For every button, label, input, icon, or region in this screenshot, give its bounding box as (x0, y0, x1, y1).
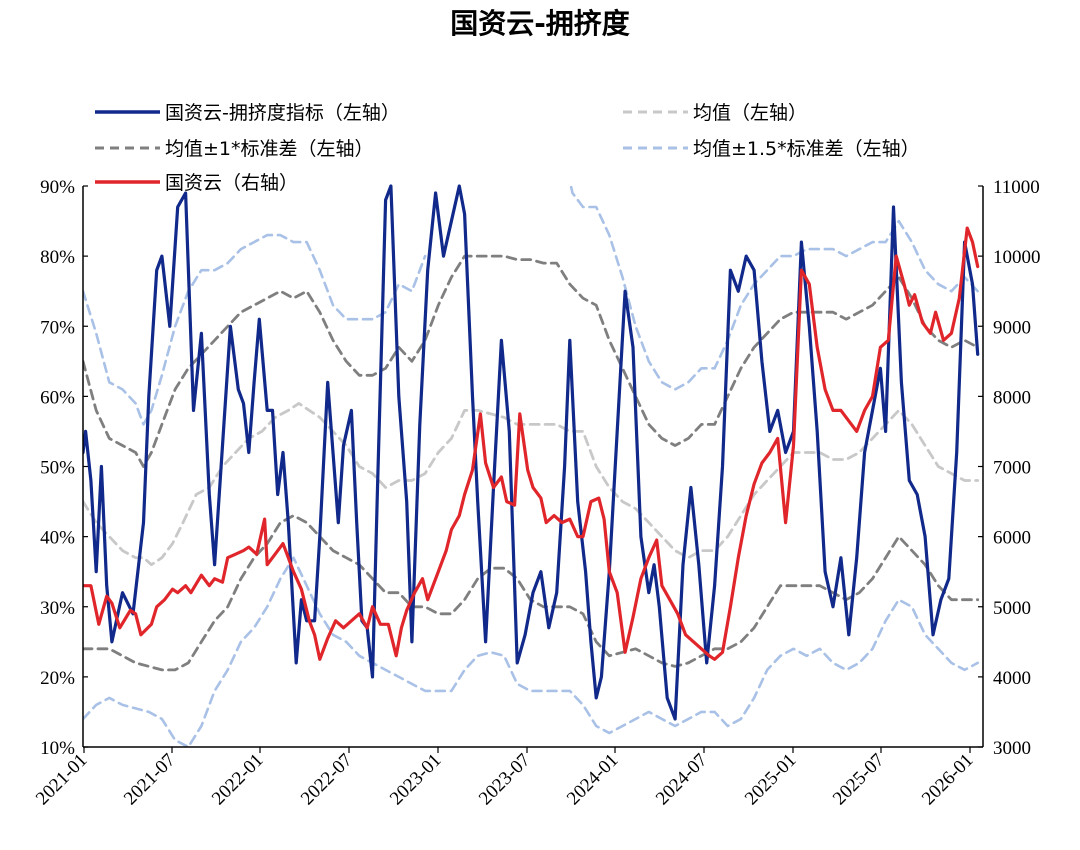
series-line-std15-1 (569, 184, 979, 391)
left-tick-label: 50% (40, 458, 75, 479)
series-line-std15 (83, 233, 427, 426)
right-tick-label: 3000 (993, 738, 1031, 759)
series-layer (83, 184, 980, 747)
legend-label-mean: 均值（左轴） (693, 102, 807, 124)
x-tick-label: 2026-01 (918, 750, 978, 810)
left-tick-label: 90% (40, 177, 75, 198)
x-tick-label: 2024-01 (563, 750, 623, 810)
x-tick-label: 2022-07 (297, 750, 357, 810)
series-line-std1 (83, 254, 980, 468)
x-tick-label: 2024-07 (652, 750, 712, 810)
right-tick-label: 7000 (993, 458, 1031, 479)
right-tick-label: 9000 (993, 317, 1031, 338)
chart-title: 国资云-拥挤度 (450, 7, 630, 40)
x-tick-label: 2025-01 (741, 750, 801, 810)
left-tick-label: 30% (40, 598, 75, 619)
left-tick-label: 20% (40, 668, 75, 689)
right-tick-label: 11000 (993, 177, 1040, 198)
left-tick-label: 60% (40, 387, 75, 408)
left-tick-label: 40% (40, 528, 75, 549)
right-tick-label: 4000 (993, 668, 1031, 689)
left-tick-label: 10% (40, 738, 75, 759)
legend-label-std1: 均值±1*标准差（左轴） (165, 138, 374, 160)
x-tick-label: 2023-07 (475, 750, 535, 810)
x-tick-label: 2025-07 (829, 750, 889, 810)
right-tick-label: 6000 (993, 528, 1031, 549)
right-tick-label: 8000 (993, 387, 1031, 408)
series-line-mean (83, 402, 980, 567)
series-line-index (83, 226, 980, 661)
left-tick-label: 80% (40, 247, 75, 268)
legend-label-index: 国资云（右轴） (165, 172, 298, 194)
right-tick-label: 5000 (993, 598, 1031, 619)
x-tick-label: 2023-01 (386, 750, 446, 810)
legend: 国资云-拥挤度指标（左轴） 均值（左轴） 均值±1*标准差（左轴） 均值±1.5… (95, 102, 920, 194)
legend-label-crowding: 国资云-拥挤度指标（左轴） (165, 102, 400, 124)
left-tick-label: 70% (40, 317, 75, 338)
series-line-std15-2 (83, 556, 979, 747)
x-tick-label: 2021-07 (120, 750, 180, 810)
legend-label-std15: 均值±1.5*标准差（左轴） (693, 138, 920, 160)
series-line-crowding (83, 184, 980, 721)
right-tick-label: 10000 (993, 247, 1041, 268)
x-tick-label: 2022-01 (208, 750, 268, 810)
